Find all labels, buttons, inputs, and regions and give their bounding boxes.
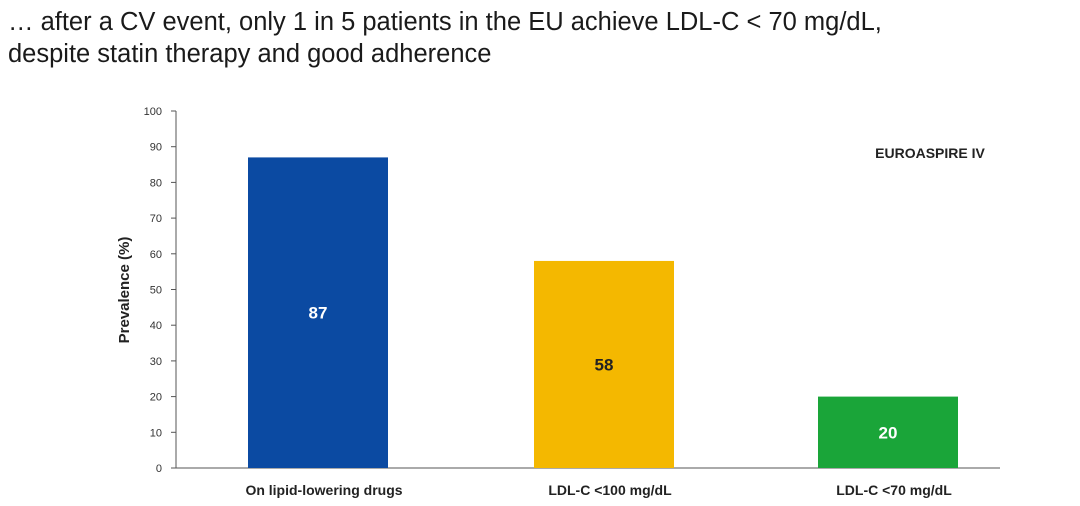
y-tick-label: 0 (156, 463, 162, 475)
y-tick-label: 90 (150, 142, 162, 154)
headline-line-2: despite statin therapy and good adherenc… (8, 40, 492, 68)
x-category-label: LDL-C <100 mg/dL (548, 482, 672, 498)
y-tick-label: 60 (150, 249, 162, 261)
bar-value-label: 58 (595, 355, 614, 374)
headline: … after a CV event, only 1 in 5 patients… (8, 6, 1078, 70)
y-axis-title: Prevalence (%) (116, 237, 133, 344)
y-tick-label: 40 (150, 320, 162, 332)
y-tick-label: 10 (150, 427, 162, 439)
y-tick-label: 50 (150, 285, 162, 297)
y-tick-label: 30 (150, 356, 162, 368)
y-tick-label: 20 (150, 392, 162, 404)
y-tick-label: 80 (150, 177, 162, 189)
bar (818, 396, 958, 468)
x-category-label: On lipid-lowering drugs (245, 482, 402, 498)
y-tick-label: 100 (144, 106, 162, 118)
bar-value-label: 87 (309, 304, 328, 323)
bars (248, 157, 958, 468)
labels: 87 On lipid-lowering drugs 58 LDL-C <100 mg… (245, 304, 952, 498)
study-annotation: EUROASPIRE IV (875, 145, 985, 161)
bar-value-label: 20 (879, 423, 898, 442)
y-axis: 0 10 20 30 40 50 60 70 80 90 100 (144, 106, 1000, 475)
y-tick-label: 70 (150, 213, 162, 225)
x-category-label: LDL-C <70 mg/dL (836, 482, 952, 498)
bar (534, 260, 674, 468)
headline-line-1: … after a CV event, only 1 in 5 patients… (8, 8, 882, 36)
bar (248, 157, 388, 468)
